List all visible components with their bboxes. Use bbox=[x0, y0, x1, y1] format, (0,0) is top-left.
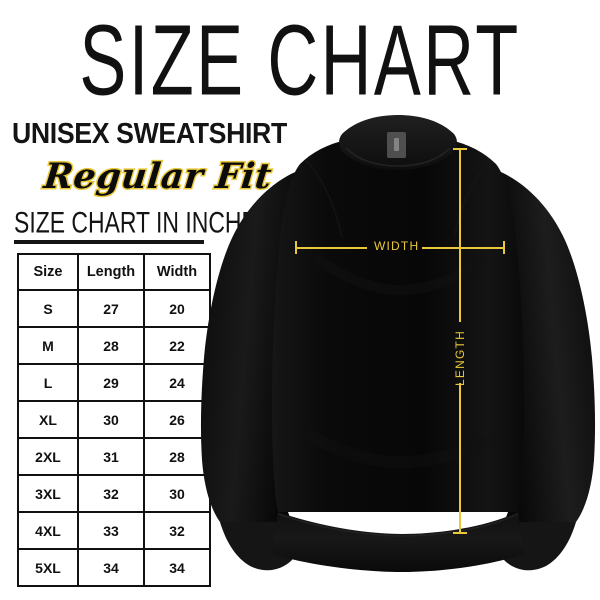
cell-size: 5XL bbox=[17, 548, 79, 587]
neck-tag-print bbox=[394, 138, 399, 151]
garment-image bbox=[196, 108, 600, 578]
cell-width: 22 bbox=[143, 326, 211, 365]
right-shoulder-seam bbox=[453, 159, 491, 239]
left-shoulder-seam bbox=[305, 159, 343, 239]
column-header-length: Length bbox=[77, 253, 145, 291]
product-line-label: UNISEX SWEATSHIRT bbox=[12, 118, 287, 150]
column-header-width: Width bbox=[143, 253, 211, 291]
cell-size: L bbox=[17, 363, 79, 402]
cell-length: 32 bbox=[77, 474, 145, 513]
table-row: S 27 20 bbox=[17, 289, 211, 328]
table-row: XL 30 26 bbox=[17, 400, 211, 439]
cell-width: 30 bbox=[143, 474, 211, 513]
cell-width: 24 bbox=[143, 363, 211, 402]
cell-width: 20 bbox=[143, 289, 211, 328]
cell-size: XL bbox=[17, 400, 79, 439]
cell-length: 29 bbox=[77, 363, 145, 402]
column-header-size: Size bbox=[17, 253, 79, 291]
units-label: SIZE CHART IN INCHES bbox=[14, 205, 273, 239]
bottom-hem-top-edge bbox=[277, 513, 519, 537]
cell-size: 3XL bbox=[17, 474, 79, 513]
cell-length: 28 bbox=[77, 326, 145, 365]
table-row: L 29 24 bbox=[17, 363, 211, 402]
table-row: M 28 22 bbox=[17, 326, 211, 365]
cell-size: 4XL bbox=[17, 511, 79, 550]
cell-length: 34 bbox=[77, 548, 145, 587]
page-title: SIZE CHART bbox=[79, 3, 521, 117]
units-label-wrap: SIZE CHART IN INCHES bbox=[14, 205, 329, 239]
table-row: 5XL 34 34 bbox=[17, 548, 211, 587]
collar-inner-edge bbox=[345, 147, 451, 167]
size-table: Size Length Width S 27 20 M 28 22 L 29 2… bbox=[17, 253, 211, 587]
table-row: 2XL 31 28 bbox=[17, 437, 211, 476]
cell-length: 33 bbox=[77, 511, 145, 550]
units-label-underline bbox=[14, 240, 204, 244]
cell-length: 30 bbox=[77, 400, 145, 439]
sweatshirt-illustration bbox=[200, 115, 596, 572]
table-header-row: Size Length Width bbox=[17, 253, 211, 291]
lower-body-fold bbox=[303, 424, 512, 469]
cell-width: 26 bbox=[143, 400, 211, 439]
cell-size: M bbox=[17, 326, 79, 365]
cell-width: 34 bbox=[143, 548, 211, 587]
cell-length: 31 bbox=[77, 437, 145, 476]
bottom-hem bbox=[272, 512, 524, 572]
table-row: 4XL 33 32 bbox=[17, 511, 211, 550]
cell-width: 32 bbox=[143, 511, 211, 550]
cell-width: 28 bbox=[143, 437, 211, 476]
cell-size: 2XL bbox=[17, 437, 79, 476]
sweatshirt-body bbox=[272, 140, 524, 512]
cell-size: S bbox=[17, 289, 79, 328]
table-row: 3XL 32 30 bbox=[17, 474, 211, 513]
cell-length: 27 bbox=[77, 289, 145, 328]
